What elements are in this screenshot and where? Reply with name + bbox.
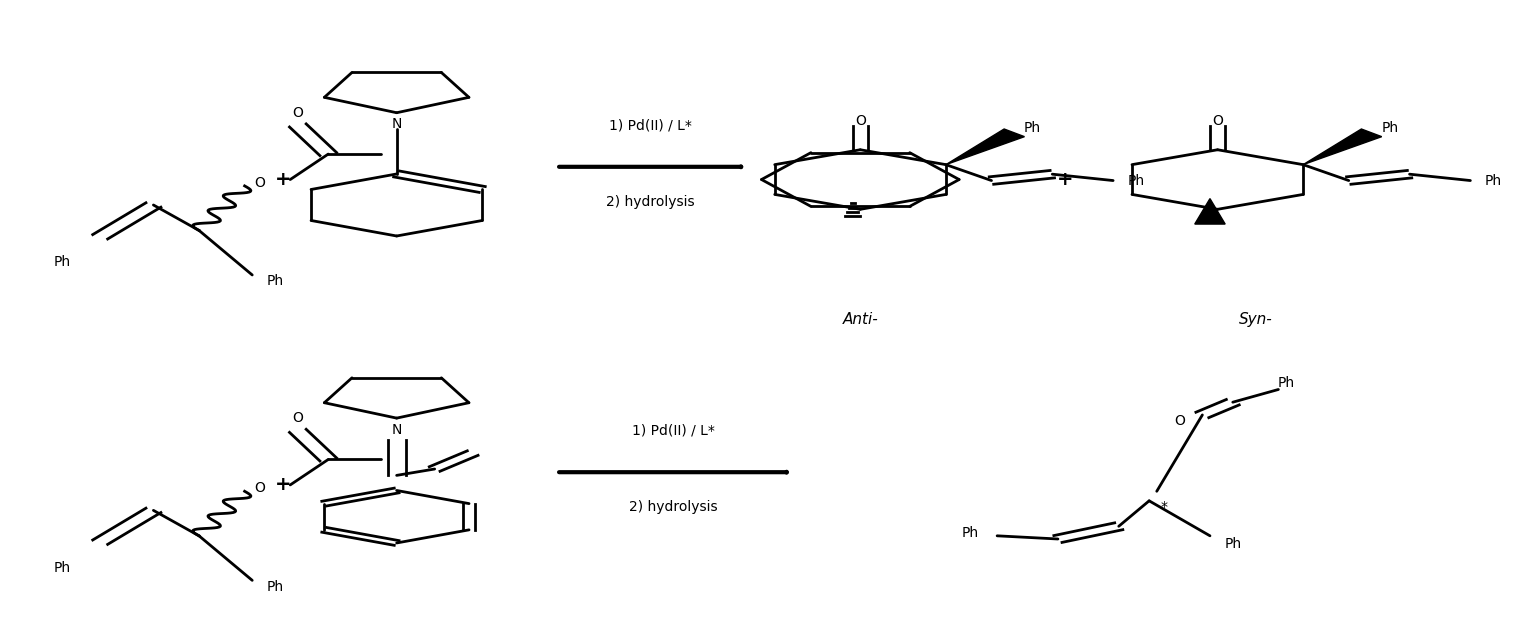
Text: Ph: Ph (961, 526, 978, 539)
Text: O: O (1174, 414, 1185, 428)
Text: N: N (391, 422, 402, 436)
Polygon shape (946, 129, 1025, 165)
Text: O: O (854, 114, 865, 128)
Text: Ph: Ph (1127, 174, 1144, 188)
Text: 2) hydrolysis: 2) hydrolysis (629, 500, 717, 514)
Text: +: + (274, 475, 291, 495)
Text: O: O (292, 411, 303, 425)
Text: N: N (391, 117, 402, 131)
Polygon shape (1304, 129, 1381, 165)
Text: Ph: Ph (267, 274, 283, 288)
Text: Ph: Ph (1485, 174, 1502, 188)
Text: O: O (254, 176, 265, 190)
Polygon shape (1194, 199, 1224, 224)
Text: 2) hydrolysis: 2) hydrolysis (606, 195, 694, 209)
Text: Ph: Ph (1224, 537, 1241, 551)
Text: +: + (274, 170, 291, 189)
Text: 1) Pd(II) / L*: 1) Pd(II) / L* (632, 424, 714, 438)
Text: Ph: Ph (1278, 376, 1295, 390)
Text: *: * (1161, 500, 1168, 514)
Text: Ph: Ph (267, 580, 283, 594)
Text: Anti-: Anti- (842, 312, 879, 327)
Text: Syn-: Syn- (1238, 312, 1272, 327)
Text: O: O (1212, 114, 1223, 128)
Text: O: O (254, 481, 265, 495)
Text: Ph: Ph (1023, 121, 1042, 135)
Text: Ph: Ph (53, 560, 70, 574)
Text: +: + (1057, 170, 1074, 189)
Text: O: O (292, 105, 303, 119)
Text: Ph: Ph (1381, 121, 1398, 135)
Text: 1) Pd(II) / L*: 1) Pd(II) / L* (609, 118, 691, 132)
Text: Ph: Ph (53, 255, 70, 269)
